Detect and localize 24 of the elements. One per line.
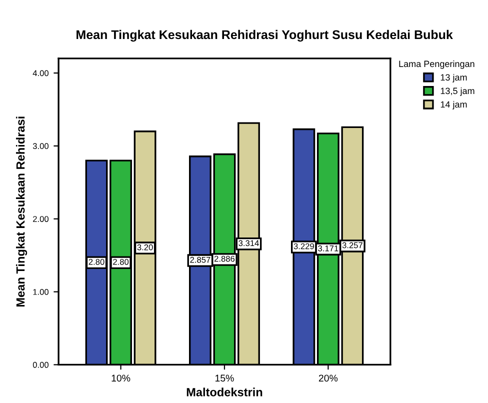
- data-label: 2.886: [214, 256, 235, 262]
- data-label: 2.80: [113, 258, 129, 265]
- y-tick-label: 2.00: [33, 216, 49, 222]
- y-tick-label: 3.00: [32, 143, 49, 150]
- data-label: 3.314: [238, 240, 259, 246]
- x-tick-label: 10%: [112, 374, 130, 382]
- data-label: 3.20: [137, 244, 153, 250]
- legend-label: 13,5 jam: [440, 87, 474, 96]
- y-axis-title: Mean Tingkat Kesukaan Rehidrasi: [16, 116, 28, 306]
- data-label: 3.257: [342, 242, 362, 248]
- y-tick-label: 4.00: [32, 70, 49, 76]
- legend-label: 13 jam: [440, 74, 467, 82]
- chart-title: Mean Tingkat Kesukaan Rehidrasi Yoghurt Susu Kedelai Bubuk: [76, 30, 453, 42]
- data-label: 3.171: [318, 245, 338, 252]
- x-tick-label: 20%: [318, 374, 338, 382]
- data-label: 2.857: [190, 256, 210, 263]
- data-label: 3.229: [294, 243, 314, 250]
- legend-title: Lama Pengeringan: [399, 60, 474, 69]
- legend-label: 14 jam: [440, 100, 467, 110]
- x-tick-label: 15%: [215, 374, 234, 382]
- data-label: 2.80: [88, 258, 104, 265]
- x-axis-title: Maltodekstrin: [186, 388, 262, 396]
- y-tick-label: 0.00: [32, 362, 49, 368]
- y-tick-label: 1.00: [33, 288, 49, 295]
